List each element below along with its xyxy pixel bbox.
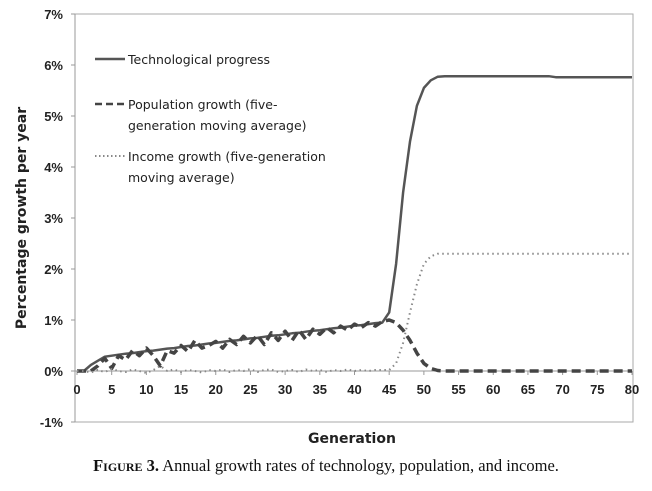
legend-label: Population growth (five- (128, 97, 277, 112)
y-tick-label: 5% (44, 109, 63, 124)
y-tick-label: 6% (44, 58, 63, 73)
x-tick-label: 55 (451, 382, 465, 397)
legend-label: generation moving average) (128, 118, 307, 133)
x-tick-label: 65 (521, 382, 535, 397)
caption-text: Annual growth rates of technology, popul… (159, 456, 559, 475)
x-tick-label: 0 (73, 382, 80, 397)
figure-caption: Figure 3. Annual growth rates of technol… (0, 456, 652, 476)
x-tick-label: 80 (625, 382, 639, 397)
x-tick-label: 45 (382, 382, 396, 397)
x-tick-label: 40 (347, 382, 361, 397)
y-tick-label: 7% (44, 7, 63, 22)
x-tick-label: 5 (108, 382, 115, 397)
x-tick-label: 70 (555, 382, 569, 397)
legend-label: Technological progress (127, 52, 270, 67)
chart: -1% 0% 1% 2% 3% 4% 5% 6% 7% 0 5 10 15 20 25 30 35 40 45 50 5… (14, 7, 639, 447)
legend-label: Income growth (five-generation (128, 149, 326, 164)
x-tick-label: 30 (278, 382, 292, 397)
series-line-dotted (77, 252, 632, 374)
x-tick-label: 75 (590, 382, 604, 397)
y-tick-label: 4% (44, 160, 63, 175)
x-tick-label: 20 (209, 382, 223, 397)
x-tick-label: 60 (486, 382, 500, 397)
x-axis-label: Generation (308, 431, 396, 447)
x-tick-label: 10 (139, 382, 153, 397)
x-tick-label: 35 (313, 382, 327, 397)
x-tick-label: 25 (243, 382, 257, 397)
series-line-dashed (77, 318, 632, 373)
x-tick-label: 15 (174, 382, 188, 397)
y-tick-label: 2% (44, 262, 63, 277)
figure-label: Figure 3. (93, 456, 160, 475)
y-tick-label: 3% (44, 211, 63, 226)
legend: Technological progress Population growth … (95, 52, 326, 185)
legend-label: moving average) (128, 170, 235, 185)
y-tick-label: 0% (44, 364, 63, 379)
y-tick-label: -1% (40, 415, 64, 430)
x-tick-label: 50 (417, 382, 431, 397)
y-tick-label: 1% (44, 313, 63, 328)
series-layer (77, 74, 632, 374)
axes: -1% 0% 1% 2% 3% 4% 5% 6% 7% 0 5 10 15 20 25 30 35 40 45 50 5… (40, 7, 639, 430)
y-axis-label: Percentage growth per year (14, 107, 30, 329)
